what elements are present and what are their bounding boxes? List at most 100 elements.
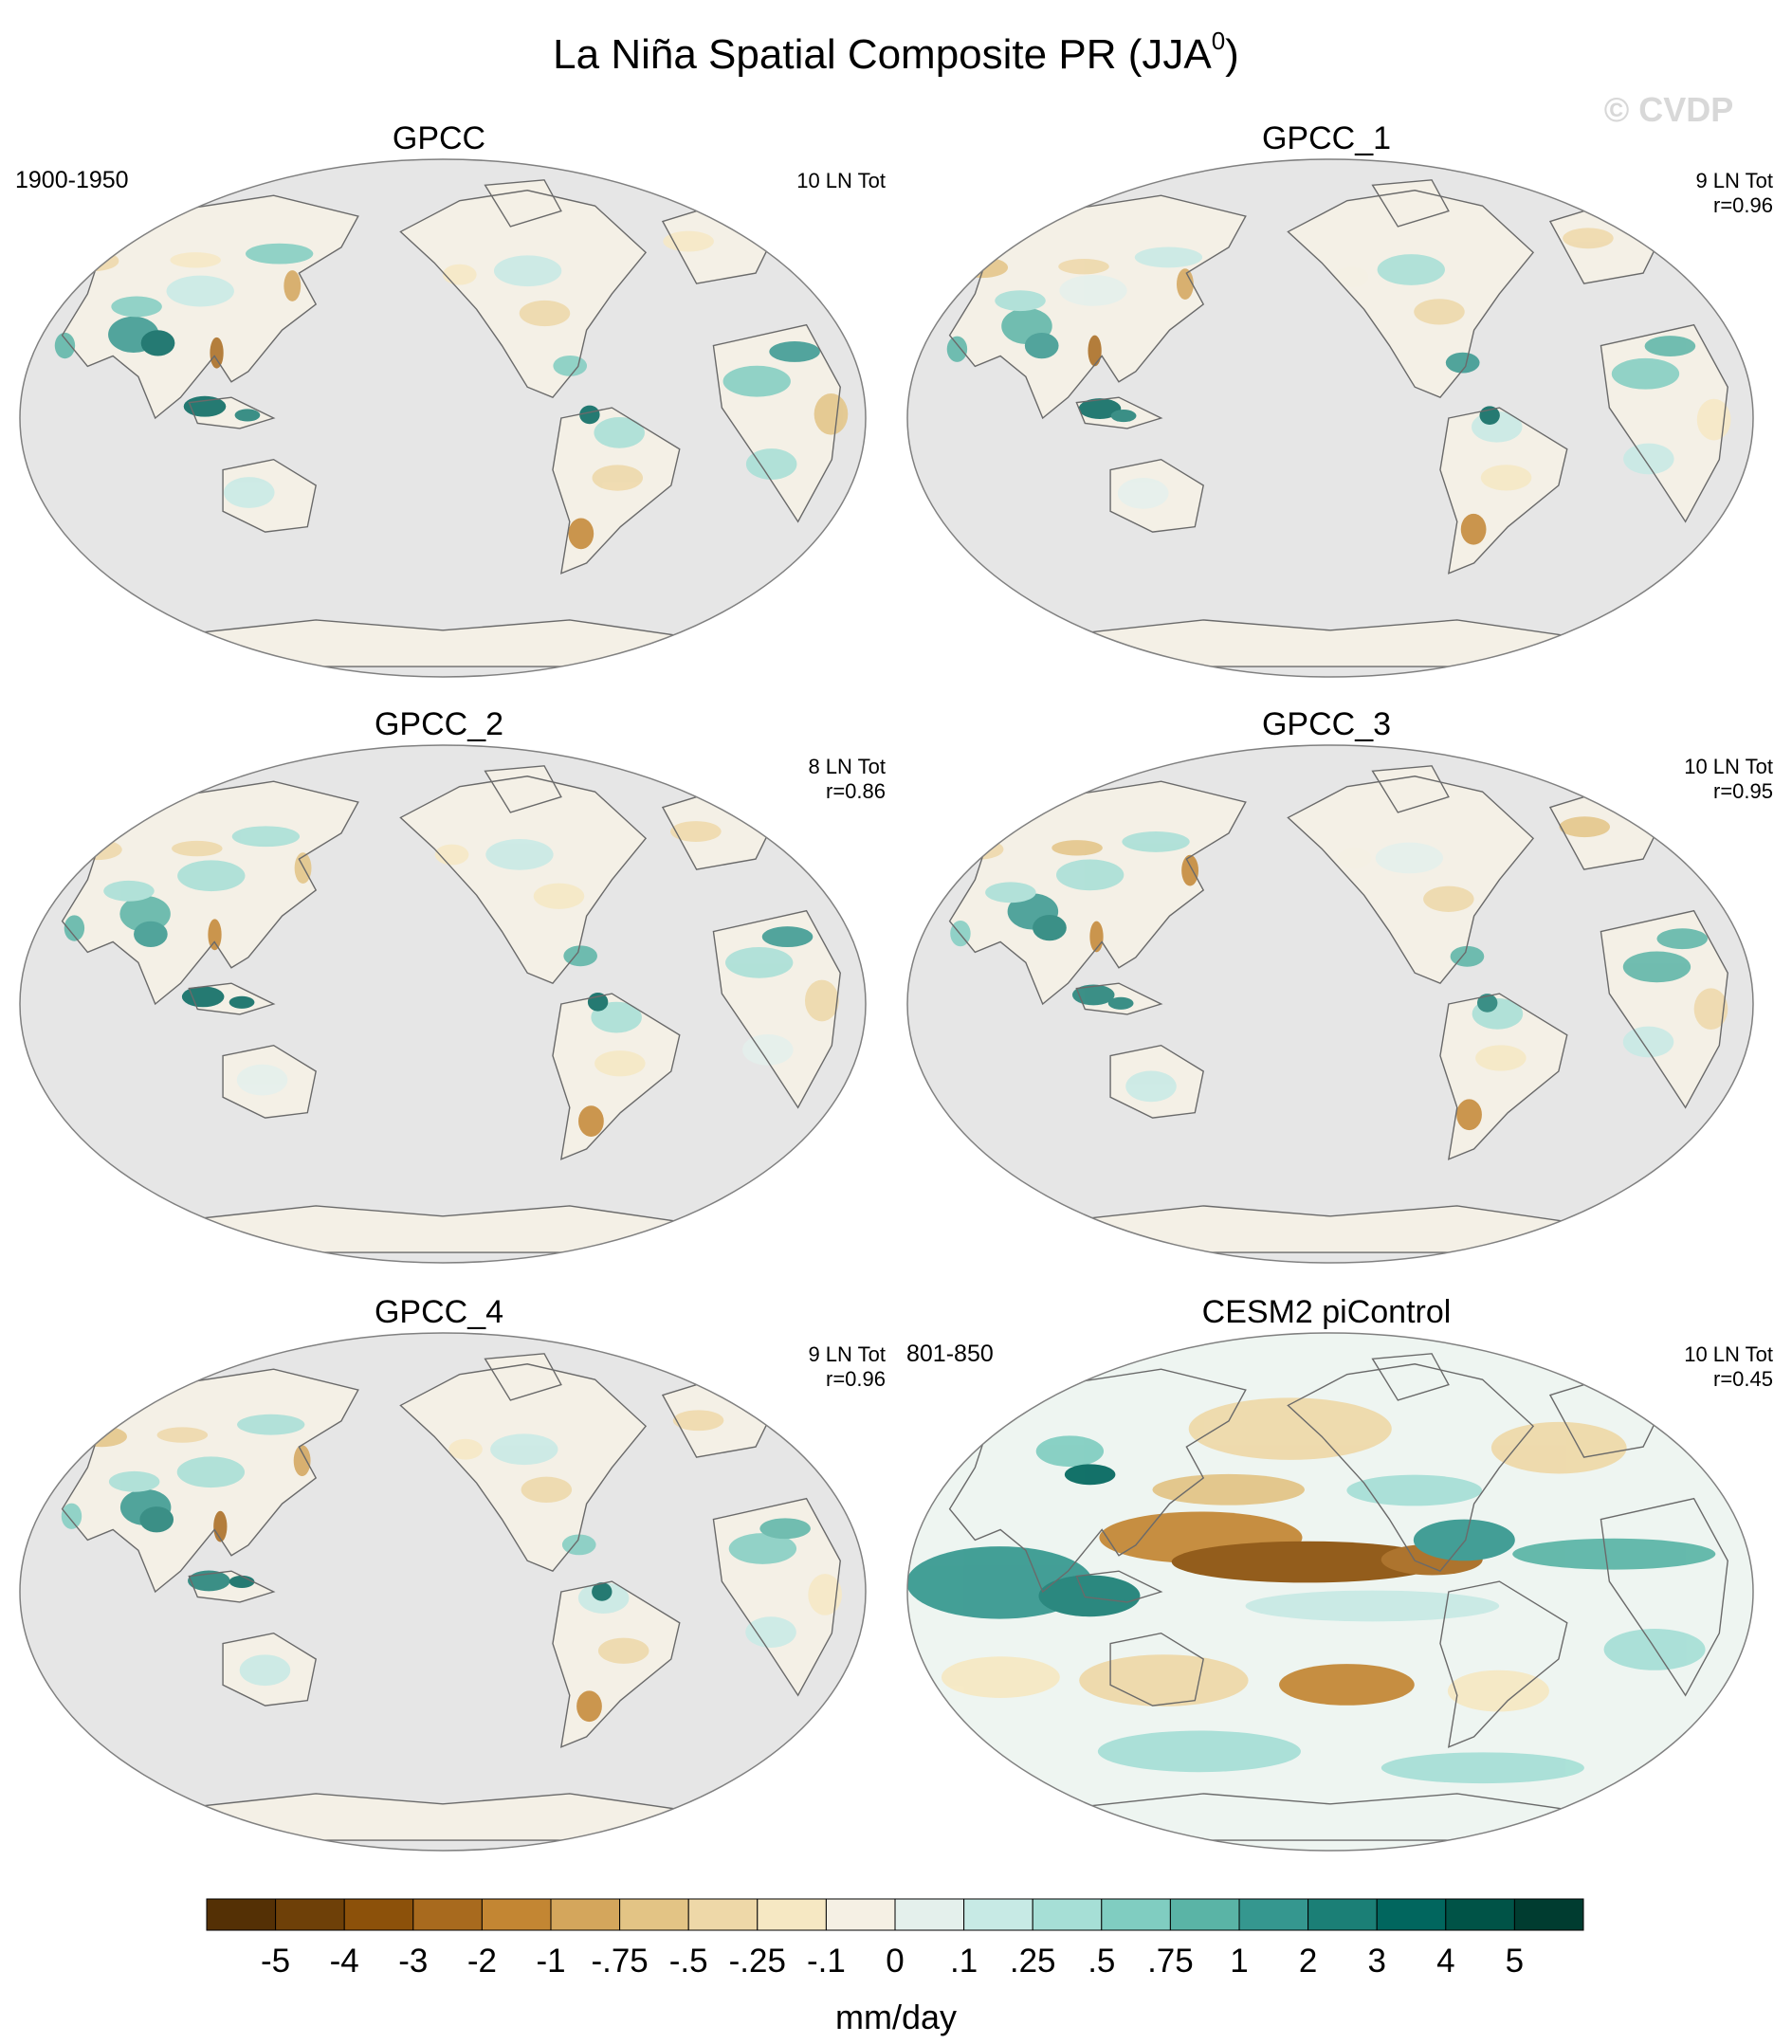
colorbar-tick-label: 0	[886, 1943, 904, 1980]
anomaly-patch	[170, 252, 221, 268]
anomaly-patch	[1064, 1464, 1116, 1486]
anomaly-patch	[804, 979, 839, 1022]
anomaly-patch	[294, 852, 312, 885]
colorbar-swatch	[412, 1898, 483, 1931]
anomaly-patch	[1097, 1730, 1301, 1773]
panel-title: GPCC	[393, 120, 485, 156]
coastline-outline	[1060, 620, 1601, 666]
panel-title: GPCC_1	[1262, 120, 1391, 156]
colorbar-swatch	[619, 1898, 689, 1931]
anomaly-patch	[745, 1616, 796, 1648]
panel-event-count: 8 LN Tot	[808, 755, 886, 778]
anomaly-patch	[670, 821, 722, 842]
panel-title: CESM2 piControl	[1202, 1294, 1452, 1330]
anomaly-patch	[442, 264, 477, 285]
anomaly-patch	[67, 250, 119, 272]
panel-event-count: 10 LN Tot	[1684, 755, 1773, 778]
anomaly-patch	[1622, 1026, 1674, 1058]
anomaly-patch	[1377, 254, 1445, 285]
anomaly-patch	[156, 1427, 209, 1443]
anomaly-patch	[1563, 228, 1614, 249]
coastline-outline	[1110, 1633, 1203, 1706]
coastline-outline	[1076, 983, 1161, 1014]
anomaly-patch	[592, 465, 644, 491]
anomaly-patch	[1078, 398, 1122, 419]
anomaly-patch	[224, 477, 275, 508]
anomaly-patch	[54, 332, 76, 359]
coastline-outline	[1373, 180, 1449, 227]
anomaly-patch	[61, 1503, 82, 1529]
coastline-outline	[1600, 325, 1728, 521]
anomaly-patch	[1071, 984, 1115, 1006]
anomaly-patch	[1611, 357, 1680, 390]
anomaly-patch	[1603, 1629, 1706, 1670]
anomaly-patch	[293, 1445, 311, 1477]
colorbar-swatch	[1376, 1898, 1447, 1931]
coastline-outline	[400, 776, 646, 983]
anomaly-patch	[1171, 1541, 1443, 1583]
watermark: © CVDP	[1604, 90, 1734, 129]
anomaly-patch	[229, 995, 255, 1009]
coastline-outline	[1288, 191, 1533, 397]
precip-anomaly-field	[946, 228, 1731, 545]
anomaly-patch	[1079, 1654, 1249, 1706]
anomaly-patch	[1122, 831, 1190, 852]
anomaly-patch	[234, 409, 261, 422]
coastline-outline	[223, 460, 316, 532]
colorbar-tick-label: -3	[398, 1943, 428, 1980]
map-frame	[906, 744, 1754, 1264]
panel-event-count: 10 LN Tot	[796, 169, 886, 192]
anomaly-patch	[1445, 352, 1480, 374]
coastline-outline	[485, 180, 561, 227]
anomaly-patch	[239, 1654, 291, 1687]
colorbar: -5 -4 -3 -2 -1 -.75 -.5 -.25 -.1 0 .1 .25 .5 .75 1 2 3 4 5	[206, 1898, 1584, 1980]
anomaly-patch	[236, 1064, 288, 1096]
anomaly-patch	[1033, 914, 1067, 941]
coastline-outline	[1600, 911, 1728, 1107]
anomaly-patch	[1620, 1375, 1723, 1417]
coastline-outline	[553, 994, 680, 1159]
coastline-outline	[553, 408, 680, 574]
map-frame	[906, 1332, 1754, 1852]
anomaly-patch	[208, 919, 222, 951]
colorbar-swatch	[757, 1898, 827, 1931]
figure-title: La Niña Spatial Composite PR (JJA0)	[553, 27, 1239, 78]
coastline-outline	[713, 1499, 840, 1695]
panel-pattern-correlation: r=0.96	[1713, 193, 1773, 217]
anomaly-patch	[237, 1414, 305, 1435]
anomaly-patch	[1117, 477, 1169, 509]
anomaly-patch	[1480, 465, 1532, 491]
colorbar-swatch	[1445, 1898, 1515, 1931]
precip-anomaly-field	[64, 821, 839, 1137]
anomaly-patch	[1423, 885, 1474, 912]
anomaly-patch	[533, 883, 585, 909]
anomaly-patch	[485, 838, 554, 870]
anomaly-patch	[1381, 1752, 1584, 1784]
panel-title: GPCC_3	[1262, 706, 1391, 742]
colorbar-swatch	[1101, 1898, 1171, 1931]
colorbar-swatch	[481, 1898, 552, 1931]
anomaly-patch	[594, 417, 645, 448]
colorbar-tick-label: -1	[536, 1943, 565, 1980]
anomaly-patch	[213, 1510, 228, 1542]
anomaly-patch	[434, 844, 469, 866]
anomaly-patch	[1337, 848, 1372, 869]
anomaly-patch	[1460, 513, 1487, 545]
anomaly-patch	[553, 355, 588, 376]
anomaly-patch	[814, 392, 849, 435]
anomaly-patch	[1346, 1474, 1483, 1506]
colorbar-tick-label: .75	[1147, 1943, 1194, 1980]
anomaly-patch	[769, 341, 820, 362]
anomaly-patch	[1413, 1519, 1515, 1561]
anomaly-patch	[1125, 1070, 1177, 1103]
map-frame	[19, 744, 867, 1264]
anomaly-patch	[176, 1456, 246, 1488]
anomaly-patch	[1623, 443, 1674, 475]
coastline-outline	[1373, 766, 1449, 812]
anomaly-patch	[672, 1410, 724, 1432]
anomaly-patch	[1477, 994, 1498, 1013]
colorbar-swatch	[1307, 1898, 1378, 1931]
anomaly-patch	[1110, 410, 1137, 423]
anomaly-patch	[229, 1575, 255, 1588]
coastline-outline	[1373, 1354, 1449, 1400]
